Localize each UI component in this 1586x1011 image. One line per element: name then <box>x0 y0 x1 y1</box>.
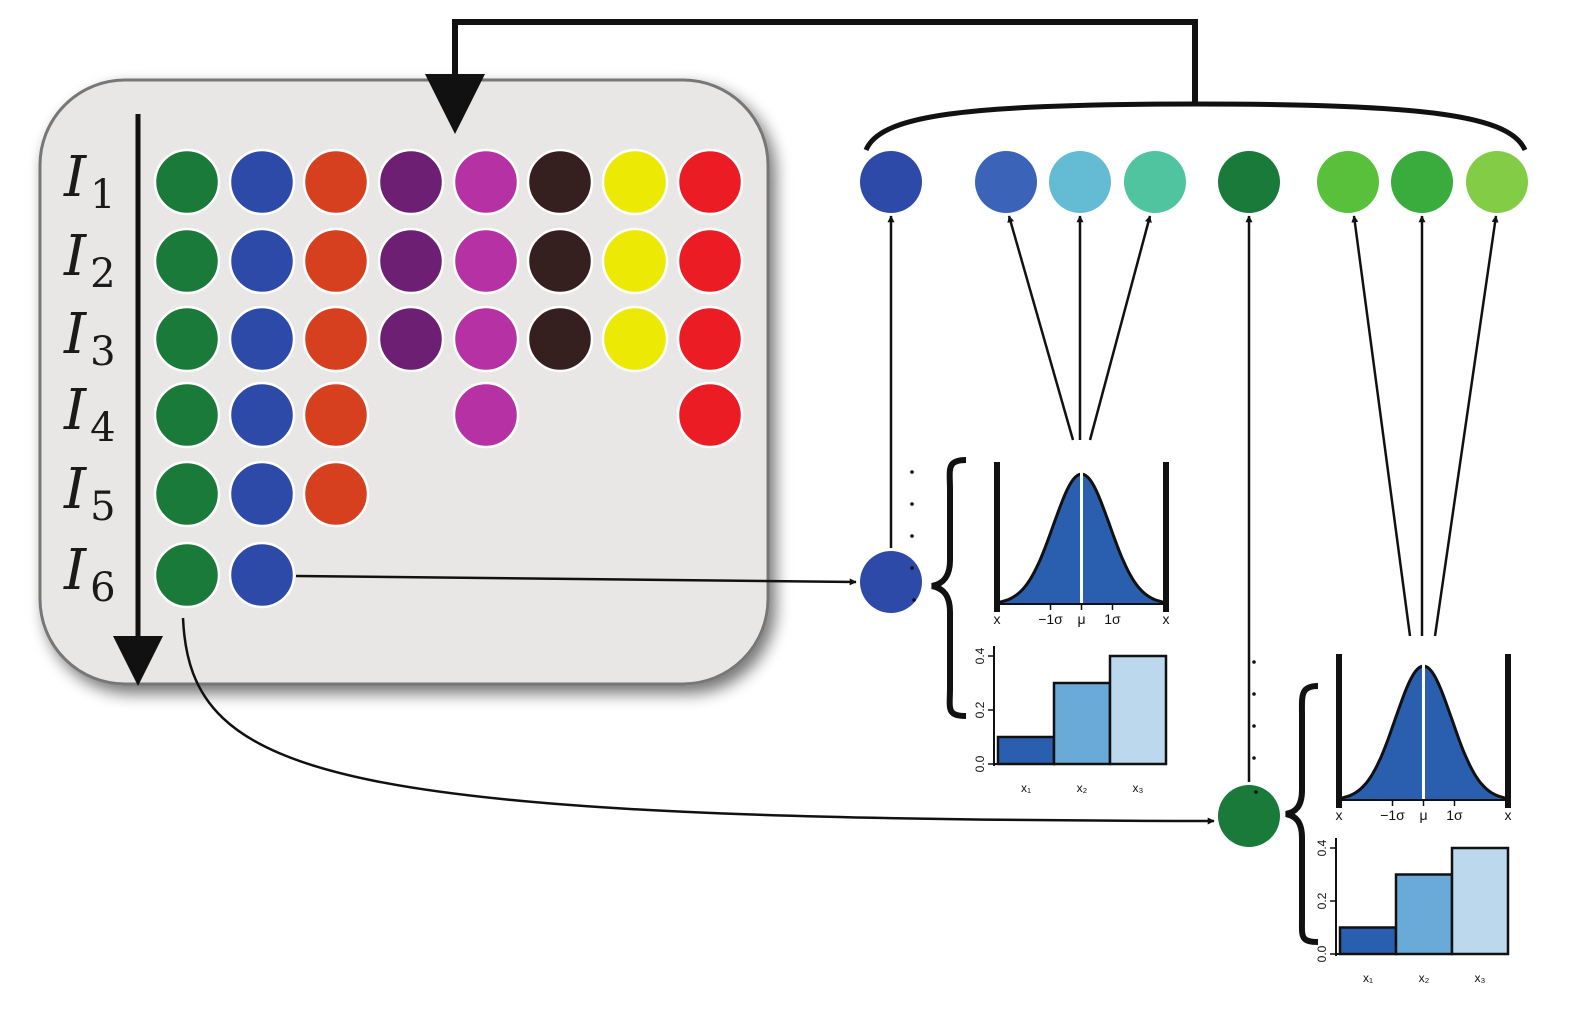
data-dot-r2-c6 <box>526 227 594 295</box>
data-dot-r1-c1 <box>153 148 221 216</box>
dot-matrix <box>153 148 744 609</box>
bar-3 <box>1108 654 1168 766</box>
data-dot-r2-c4 <box>377 227 445 295</box>
data-dot-r2-c2 <box>228 227 296 295</box>
bar-category-label-3: x₃ <box>1133 781 1144 795</box>
fan-arrows <box>887 215 1499 782</box>
blue-normal-chart: x −1σ μ 1σ x <box>994 462 1170 627</box>
bar-category-label-2: x₂ <box>1419 971 1430 985</box>
data-dot-r2-c7 <box>601 227 669 295</box>
row-labels: I 1I 2I 3I 4I 5 I 6 <box>63 145 116 611</box>
data-dot-r6-c1 <box>153 541 221 609</box>
data-dot-r5-c2 <box>228 460 296 528</box>
data-dot-r3-c8 <box>676 305 744 373</box>
data-dot-r4-c2 <box>228 381 296 449</box>
data-dot-r3-c1 <box>153 305 221 373</box>
normal-tick-label-2: −1σ <box>1380 807 1405 823</box>
top-node-1 <box>860 151 922 213</box>
bar-category-label-2: x₂ <box>1077 781 1088 795</box>
green-bar-chart: x₁ x₂ x₃ 0.0 0.2 0.4 <box>1315 838 1510 985</box>
data-dot-r1-c8 <box>676 148 744 216</box>
data-dot-r2-c8 <box>676 227 744 295</box>
data-dot-r5-c3 <box>302 460 370 528</box>
bar-category-label-3: x₃ <box>1475 971 1486 985</box>
data-dot-r2-c1 <box>153 227 221 295</box>
bar-y-tick-label-1: 0.0 <box>1315 945 1329 962</box>
ellipsis-dots <box>910 470 1258 794</box>
normal-tick-label-5: x <box>1505 807 1512 823</box>
bar-2 <box>1052 681 1112 766</box>
arrow-green-to-node <box>181 617 1215 825</box>
bar-y-tick-label-2: 0.2 <box>973 701 987 718</box>
data-dot-r1-c7 <box>601 148 669 216</box>
bar-y-tick-label-1: 0.0 <box>973 755 987 772</box>
bar-3 <box>1450 846 1510 956</box>
data-dot-r1-c2 <box>228 148 296 216</box>
data-dot-r3-c5 <box>452 305 520 373</box>
data-dot-r4-c1 <box>153 381 221 449</box>
feedback-loop-arrow <box>425 19 1198 134</box>
normal-tick-label-1: x <box>994 611 1001 627</box>
top-node-7 <box>1391 151 1453 213</box>
top-node-3 <box>1049 151 1111 213</box>
data-dot-r5-c1 <box>153 460 221 528</box>
normal-tick-label-3: μ <box>1077 611 1085 627</box>
data-dot-r1-c4 <box>377 148 445 216</box>
data-dot-r3-c6 <box>526 305 594 373</box>
normal-tick-label-4: 1σ <box>1446 807 1463 823</box>
bar-1 <box>1338 926 1398 956</box>
bar-category-label-1: x₁ <box>1363 971 1373 985</box>
data-dot-r6-c2 <box>228 541 296 609</box>
normal-tick-label-5: x <box>1163 611 1170 627</box>
top-node-4 <box>1124 151 1186 213</box>
arrow-blue-to-node <box>295 574 857 586</box>
bar-y-tick-label-2: 0.2 <box>1315 892 1329 909</box>
data-dot-r2-c5 <box>452 227 520 295</box>
bar-y-tick-label-3: 0.4 <box>1315 839 1329 856</box>
bar-1 <box>996 735 1056 766</box>
bar-category-label-1: x₁ <box>1021 781 1031 795</box>
bar-y-tick-label-3: 0.4 <box>973 647 987 664</box>
top-node-2 <box>975 151 1037 213</box>
green-normal-chart: x −1σ μ 1σ x <box>1336 654 1512 823</box>
data-panel <box>38 78 770 686</box>
top-nodes <box>860 151 1528 213</box>
green-brace <box>1285 683 1319 945</box>
green-branch-node <box>1218 785 1280 847</box>
data-dot-r1-c6 <box>526 148 594 216</box>
data-dot-r3-c2 <box>228 305 296 373</box>
top-bracket <box>863 101 1528 152</box>
normal-tick-label-4: 1σ <box>1104 611 1121 627</box>
top-node-5 <box>1218 151 1280 213</box>
top-node-8 <box>1466 151 1528 213</box>
blue-brace <box>931 457 967 719</box>
data-dot-r2-c3 <box>302 227 370 295</box>
data-dot-r3-c4 <box>377 305 445 373</box>
data-dot-r1-c3 <box>302 148 370 216</box>
data-dot-r4-c8 <box>676 381 744 449</box>
normal-tick-label-3: μ <box>1419 807 1427 823</box>
blue-branch-node <box>860 551 922 613</box>
top-node-6 <box>1317 151 1379 213</box>
data-dot-r3-c7 <box>601 305 669 373</box>
blue-bar-chart: x₁ x₂ x₃ 0.0 0.2 0.4 <box>973 646 1168 795</box>
data-dot-r4-c5 <box>452 381 520 449</box>
normal-tick-label-2: −1σ <box>1038 611 1063 627</box>
data-dot-r4-c3 <box>302 381 370 449</box>
data-dot-r3-c3 <box>302 305 370 373</box>
bar-2 <box>1394 873 1454 956</box>
normal-tick-label-1: x <box>1336 807 1343 823</box>
data-dot-r1-c5 <box>452 148 520 216</box>
